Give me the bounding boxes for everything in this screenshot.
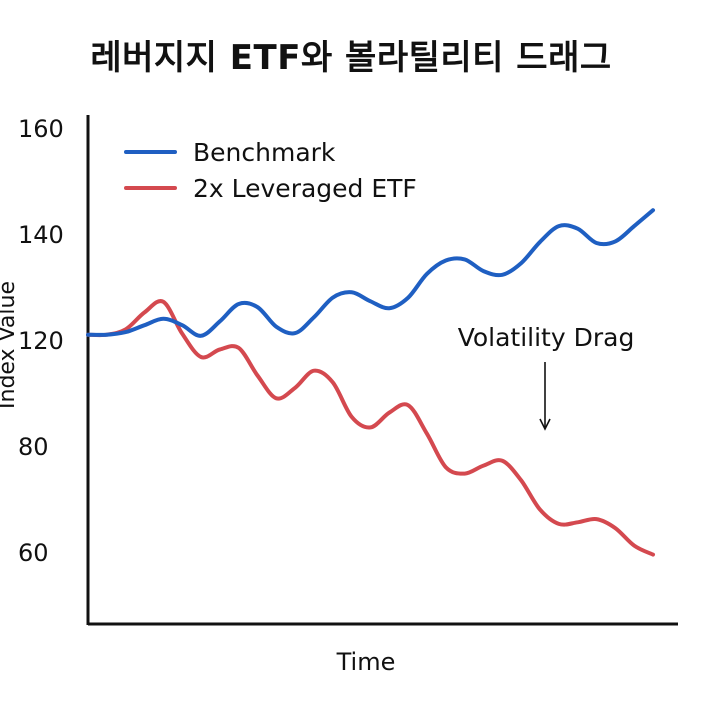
legend-label: 2x Leveraged ETF <box>193 174 417 203</box>
x-axis-label: Time <box>336 648 396 676</box>
y-tick-label: 60 <box>18 539 49 567</box>
annotation-arrow-head <box>539 418 551 431</box>
annotation: Volatility Drag <box>458 323 635 431</box>
legend: Benchmark 2x Leveraged ETF <box>124 138 417 203</box>
y-tick-labels: 160 140 120 80 60 <box>18 115 64 567</box>
chart-title: 레버지지 ETF와 볼라틸리티 드래그 <box>90 38 612 78</box>
legend-label: Benchmark <box>193 138 336 167</box>
y-axis-label: Index Value <box>0 281 20 409</box>
y-tick-label: 140 <box>18 221 64 249</box>
y-tick-label: 120 <box>18 327 64 355</box>
y-tick-label: 160 <box>18 115 64 143</box>
y-tick-label: 80 <box>18 433 49 461</box>
series-line-2x-leveraged-etf <box>86 299 655 557</box>
series-line-benchmark <box>86 208 655 338</box>
series-layer <box>86 208 655 557</box>
annotation-text: Volatility Drag <box>458 323 635 352</box>
